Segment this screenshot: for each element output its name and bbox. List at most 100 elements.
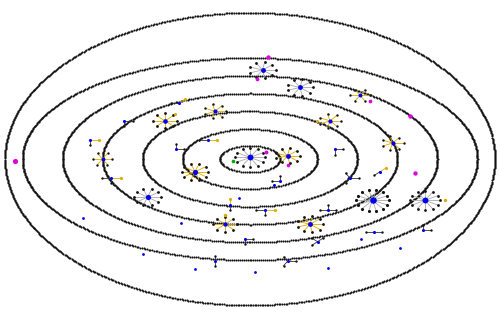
Point: [325, 18, 333, 23]
Point: [174, 192, 182, 197]
Point: [426, 179, 434, 184]
Point: [150, 135, 158, 140]
Point: [413, 118, 421, 123]
Point: [308, 243, 316, 248]
Point: [462, 124, 469, 129]
Point: [238, 222, 246, 227]
Point: [231, 204, 239, 209]
Point: [222, 56, 230, 61]
Point: [268, 110, 276, 115]
Point: [221, 214, 229, 219]
Point: [123, 241, 131, 246]
Point: [166, 101, 174, 106]
Point: [218, 151, 226, 156]
Point: [337, 208, 345, 213]
Point: [181, 164, 189, 169]
Point: [133, 69, 141, 74]
Point: [485, 124, 493, 129]
Point: [486, 128, 494, 133]
Point: [242, 91, 250, 96]
Point: [56, 101, 64, 106]
Point: [71, 259, 79, 264]
Point: [8, 121, 16, 126]
Point: [368, 120, 376, 125]
Point: [106, 212, 114, 217]
Point: [341, 179, 349, 184]
Point: [216, 157, 224, 162]
Point: [214, 111, 222, 116]
Point: [430, 173, 438, 178]
Point: [334, 250, 342, 255]
Point: [461, 190, 469, 195]
Point: [292, 13, 300, 18]
Point: [48, 242, 56, 247]
Point: [468, 218, 476, 223]
Point: [114, 128, 122, 133]
Point: [380, 238, 388, 244]
Point: [470, 139, 478, 144]
Point: [434, 153, 442, 158]
Point: [464, 185, 472, 190]
Point: [234, 55, 242, 60]
Point: [101, 104, 109, 109]
Point: [469, 96, 477, 101]
Point: [444, 107, 452, 112]
Point: [90, 110, 98, 115]
Point: [426, 133, 434, 138]
Point: [373, 73, 381, 78]
Point: [291, 94, 299, 99]
Point: [380, 279, 388, 284]
Point: [156, 83, 164, 88]
Point: [101, 169, 109, 174]
Point: [112, 128, 120, 134]
Point: [406, 114, 414, 119]
Point: [384, 36, 392, 41]
Point: [378, 239, 386, 244]
Point: [484, 190, 492, 195]
Point: [316, 60, 324, 65]
Point: [374, 281, 382, 286]
Point: [364, 196, 372, 201]
Point: [228, 257, 236, 262]
Point: [99, 150, 107, 155]
Point: [413, 49, 421, 54]
Point: [188, 116, 196, 121]
Point: [310, 146, 318, 151]
Point: [1, 161, 9, 166]
Point: [302, 140, 310, 145]
Point: [292, 57, 300, 62]
Point: [490, 139, 498, 144]
Point: [166, 18, 174, 23]
Point: [451, 113, 459, 118]
Point: [198, 94, 206, 100]
Point: [490, 169, 498, 174]
Point: [148, 203, 156, 208]
Point: [218, 160, 226, 165]
Point: [383, 132, 391, 137]
Point: [366, 284, 374, 289]
Point: [430, 141, 438, 146]
Point: [446, 73, 454, 78]
Point: [298, 77, 306, 82]
Point: [307, 235, 315, 240]
Point: [212, 12, 220, 17]
Point: [376, 188, 384, 193]
Point: [344, 86, 352, 91]
Point: [292, 113, 300, 118]
Point: [81, 87, 89, 92]
Point: [356, 113, 364, 118]
Point: [332, 210, 340, 215]
Point: [203, 200, 211, 205]
Point: [252, 55, 260, 60]
Point: [386, 276, 394, 281]
Point: [366, 71, 374, 76]
Point: [30, 189, 38, 194]
Point: [280, 254, 287, 259]
Point: [225, 11, 233, 16]
Point: [362, 69, 370, 74]
Point: [312, 79, 320, 84]
Point: [37, 196, 45, 201]
Point: [310, 253, 318, 259]
Point: [108, 180, 116, 185]
Point: [248, 258, 256, 263]
